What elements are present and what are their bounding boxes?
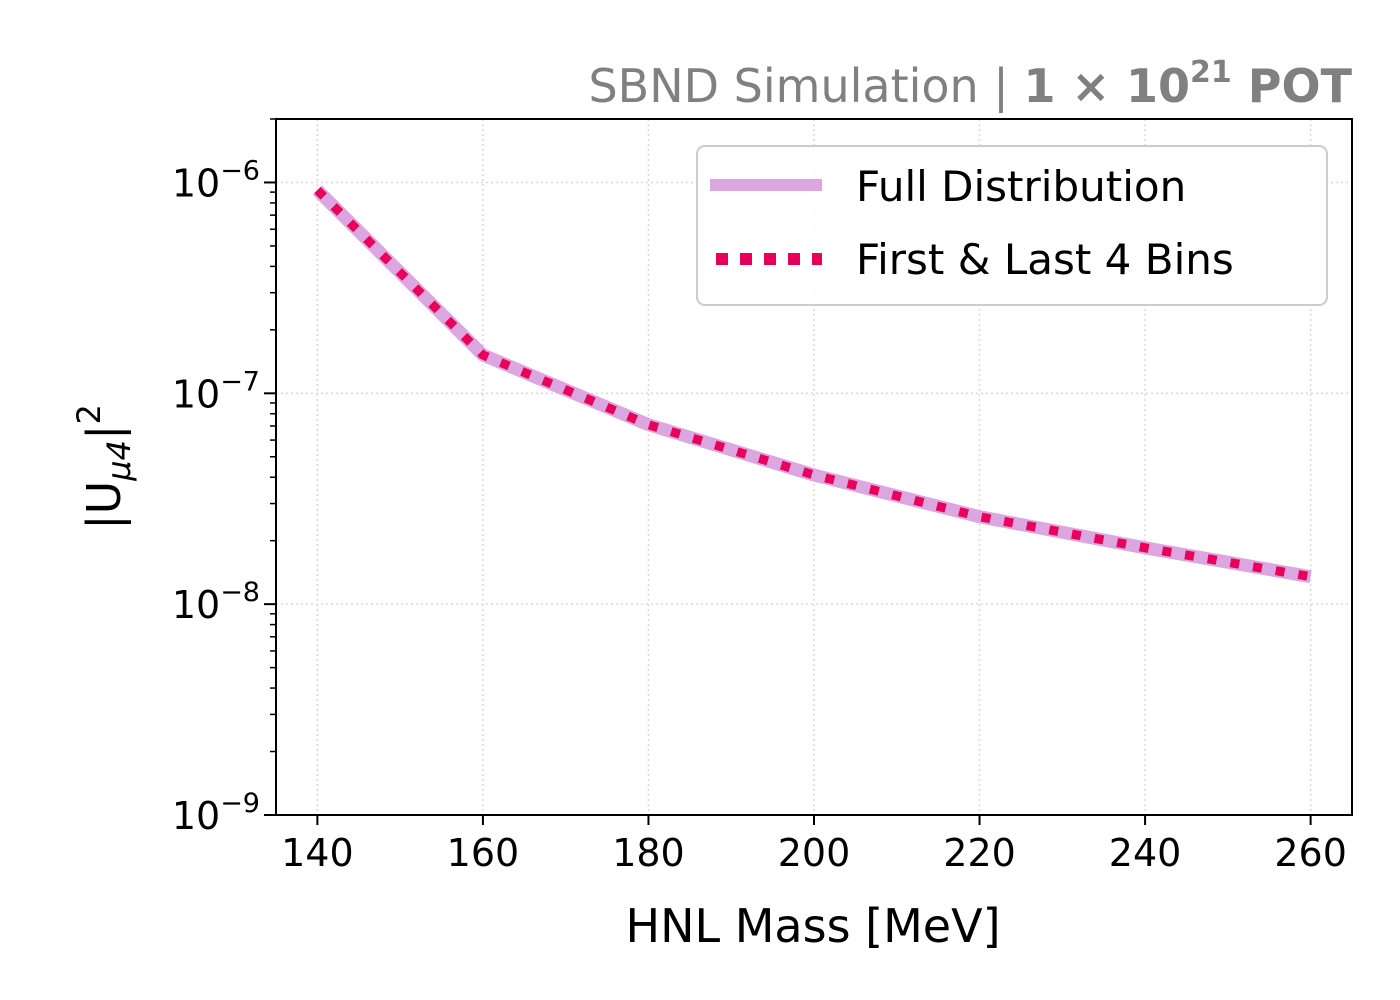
tick-labels: 140 160 180 200 220 240 260 10−9 10−8 10−7 10−6 [172, 155, 1347, 875]
x-tick-label: 240 [1109, 831, 1182, 875]
axes [264, 118, 1353, 825]
legend-label-first-last-4-bins: First & Last 4 Bins [856, 235, 1234, 284]
legend-label-full-distribution: Full Distribution [856, 162, 1186, 211]
x-tick-label: 220 [943, 831, 1016, 875]
y-axis-label-close: | [77, 424, 132, 440]
x-tick-label: 180 [612, 831, 685, 875]
series-lines [312, 185, 1312, 584]
y-tick-label: 10−6 [172, 155, 260, 205]
title-bold-tail: POT [1232, 59, 1353, 113]
y-tick-label: 10−7 [172, 366, 260, 416]
y-axis-label: |Uμ4|2 [70, 404, 138, 530]
title-normal: SBND Simulation | [588, 59, 1023, 114]
y-axis-label-superscript: 2 [70, 404, 108, 424]
legend: Full Distribution First & Last 4 Bins [696, 145, 1328, 306]
x-tick-label: 160 [447, 831, 520, 875]
x-tick-label: 260 [1274, 831, 1347, 875]
x-tick-label: 140 [281, 831, 354, 875]
y-tick-label: 10−8 [172, 577, 260, 627]
x-tick-label: 200 [778, 831, 851, 875]
y-tick-label: 10−9 [172, 788, 260, 838]
x-axis-label: HNL Mass [MeV] [625, 899, 1000, 953]
chart-title: SBND Simulation | 1 × 1021 POT [588, 55, 1352, 114]
title-bold-base: 1 × 10 [1023, 59, 1190, 113]
title-bold-exponent: 21 [1190, 55, 1232, 90]
legend-frame [696, 145, 1328, 306]
y-axis-label-subscript: μ4 [100, 440, 138, 482]
y-axis-label-open: |U [77, 481, 132, 530]
